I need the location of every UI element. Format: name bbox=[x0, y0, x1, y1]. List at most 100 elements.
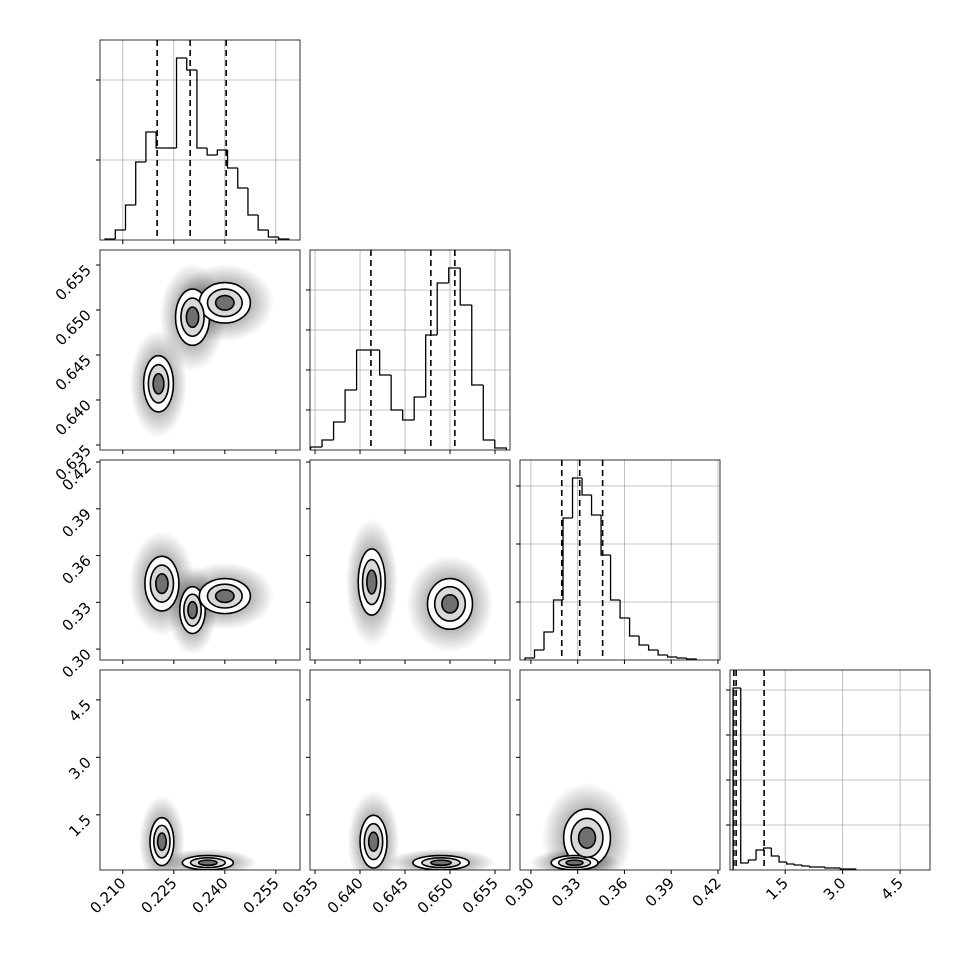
panel bbox=[730, 670, 930, 870]
y-tick-label: 1.5 bbox=[65, 811, 95, 841]
x-tick-label: 0.33 bbox=[548, 874, 584, 910]
contour bbox=[187, 600, 198, 620]
histogram-bin bbox=[494, 440, 507, 450]
contour bbox=[197, 859, 218, 867]
histogram-bin bbox=[839, 868, 849, 870]
contour bbox=[367, 831, 380, 852]
y-tick-label: 0.655 bbox=[52, 261, 95, 304]
contour bbox=[430, 859, 452, 867]
histogram-bin bbox=[390, 375, 403, 411]
panel-frame bbox=[309, 669, 511, 871]
x-tick-label: 0.240 bbox=[189, 874, 232, 917]
x-tick-label: 0.39 bbox=[642, 874, 678, 910]
histogram-bin bbox=[425, 334, 438, 397]
x-tick-label: 0.30 bbox=[501, 874, 537, 910]
histogram-bin bbox=[321, 439, 334, 447]
histogram-bin bbox=[647, 645, 659, 651]
y-tick-label: 0.30 bbox=[58, 645, 94, 681]
histogram-bin bbox=[543, 631, 554, 650]
panel bbox=[520, 460, 720, 660]
panel bbox=[139, 795, 257, 870]
contour bbox=[154, 572, 169, 595]
histogram-bin bbox=[628, 618, 640, 637]
panel-frame bbox=[99, 669, 301, 871]
panel-frame bbox=[519, 459, 721, 661]
histogram-bin bbox=[448, 267, 461, 283]
contour bbox=[156, 832, 167, 852]
histogram-bin bbox=[732, 687, 741, 870]
y-tick-label: 3.0 bbox=[65, 753, 95, 783]
histogram-bin bbox=[778, 856, 787, 863]
histogram-bin bbox=[809, 866, 818, 868]
histogram-bin bbox=[600, 515, 611, 556]
panel bbox=[347, 791, 495, 870]
panel bbox=[100, 40, 300, 240]
histogram-bin bbox=[413, 396, 426, 420]
histogram-bin bbox=[638, 636, 649, 646]
contour bbox=[577, 826, 597, 849]
contour bbox=[214, 294, 235, 311]
x-tick-label: 0.42 bbox=[688, 874, 724, 910]
panel-frame bbox=[99, 459, 301, 661]
histogram-bin bbox=[747, 859, 757, 863]
histogram-bin bbox=[552, 599, 564, 632]
panel-frame bbox=[99, 249, 301, 451]
x-tick-label: 1.5 bbox=[762, 874, 792, 904]
histogram-bin bbox=[216, 149, 228, 155]
y-tick-label: 4.5 bbox=[65, 696, 95, 726]
histogram-bin bbox=[770, 848, 780, 857]
histogram-bin bbox=[277, 237, 290, 240]
y-tick-label: 0.650 bbox=[52, 306, 95, 349]
x-tick-label: 0.650 bbox=[414, 874, 457, 917]
panel-frame bbox=[99, 39, 301, 241]
histogram-bin bbox=[801, 865, 810, 867]
contour bbox=[214, 588, 235, 604]
x-tick-label: 0.225 bbox=[138, 874, 181, 917]
histogram-bin bbox=[786, 862, 795, 865]
contour bbox=[152, 372, 165, 395]
x-tick-label: 0.255 bbox=[240, 874, 283, 917]
histogram-bin bbox=[793, 864, 803, 866]
histogram-bin bbox=[124, 204, 136, 230]
histogram-bin bbox=[257, 215, 269, 231]
histogram-bin bbox=[755, 849, 764, 860]
histogram-bin bbox=[155, 132, 167, 149]
histogram-bin bbox=[402, 410, 415, 421]
histogram-bin bbox=[482, 385, 495, 441]
histogram-bin bbox=[355, 349, 369, 390]
contour bbox=[366, 569, 378, 595]
histogram-bin bbox=[676, 657, 687, 659]
y-tick-label: 0.640 bbox=[52, 396, 95, 439]
panel-frame bbox=[729, 669, 931, 871]
histogram-bin bbox=[666, 655, 678, 658]
contour bbox=[441, 593, 459, 614]
histogram-bin bbox=[562, 517, 573, 600]
x-tick-label: 0.210 bbox=[87, 874, 130, 917]
histogram-bin bbox=[459, 268, 472, 306]
contour bbox=[185, 306, 200, 329]
x-tick-label: 0.635 bbox=[279, 874, 322, 917]
y-tick-label: 0.645 bbox=[52, 351, 95, 394]
histogram-bin bbox=[824, 867, 833, 869]
histogram-bin bbox=[609, 555, 621, 601]
panel bbox=[529, 782, 632, 870]
histogram-bin bbox=[196, 70, 208, 149]
histogram-bin bbox=[206, 148, 218, 156]
panel-frame bbox=[309, 249, 511, 451]
histogram-bin bbox=[590, 495, 602, 516]
histogram-bin bbox=[763, 847, 772, 850]
histogram-bin bbox=[657, 650, 668, 656]
y-tick-label: 0.39 bbox=[58, 505, 94, 541]
x-tick-label: 4.5 bbox=[877, 874, 907, 904]
x-tick-label: 0.655 bbox=[459, 874, 502, 917]
x-tick-label: 3.0 bbox=[820, 874, 850, 904]
panel bbox=[129, 263, 274, 438]
histogram-bin bbox=[237, 168, 248, 189]
contour bbox=[565, 859, 584, 867]
histogram-bin bbox=[175, 57, 187, 148]
x-tick-label: 0.645 bbox=[369, 874, 412, 917]
histogram-bin bbox=[524, 657, 535, 660]
histogram-bin bbox=[471, 305, 484, 386]
histogram-bin bbox=[344, 389, 357, 422]
